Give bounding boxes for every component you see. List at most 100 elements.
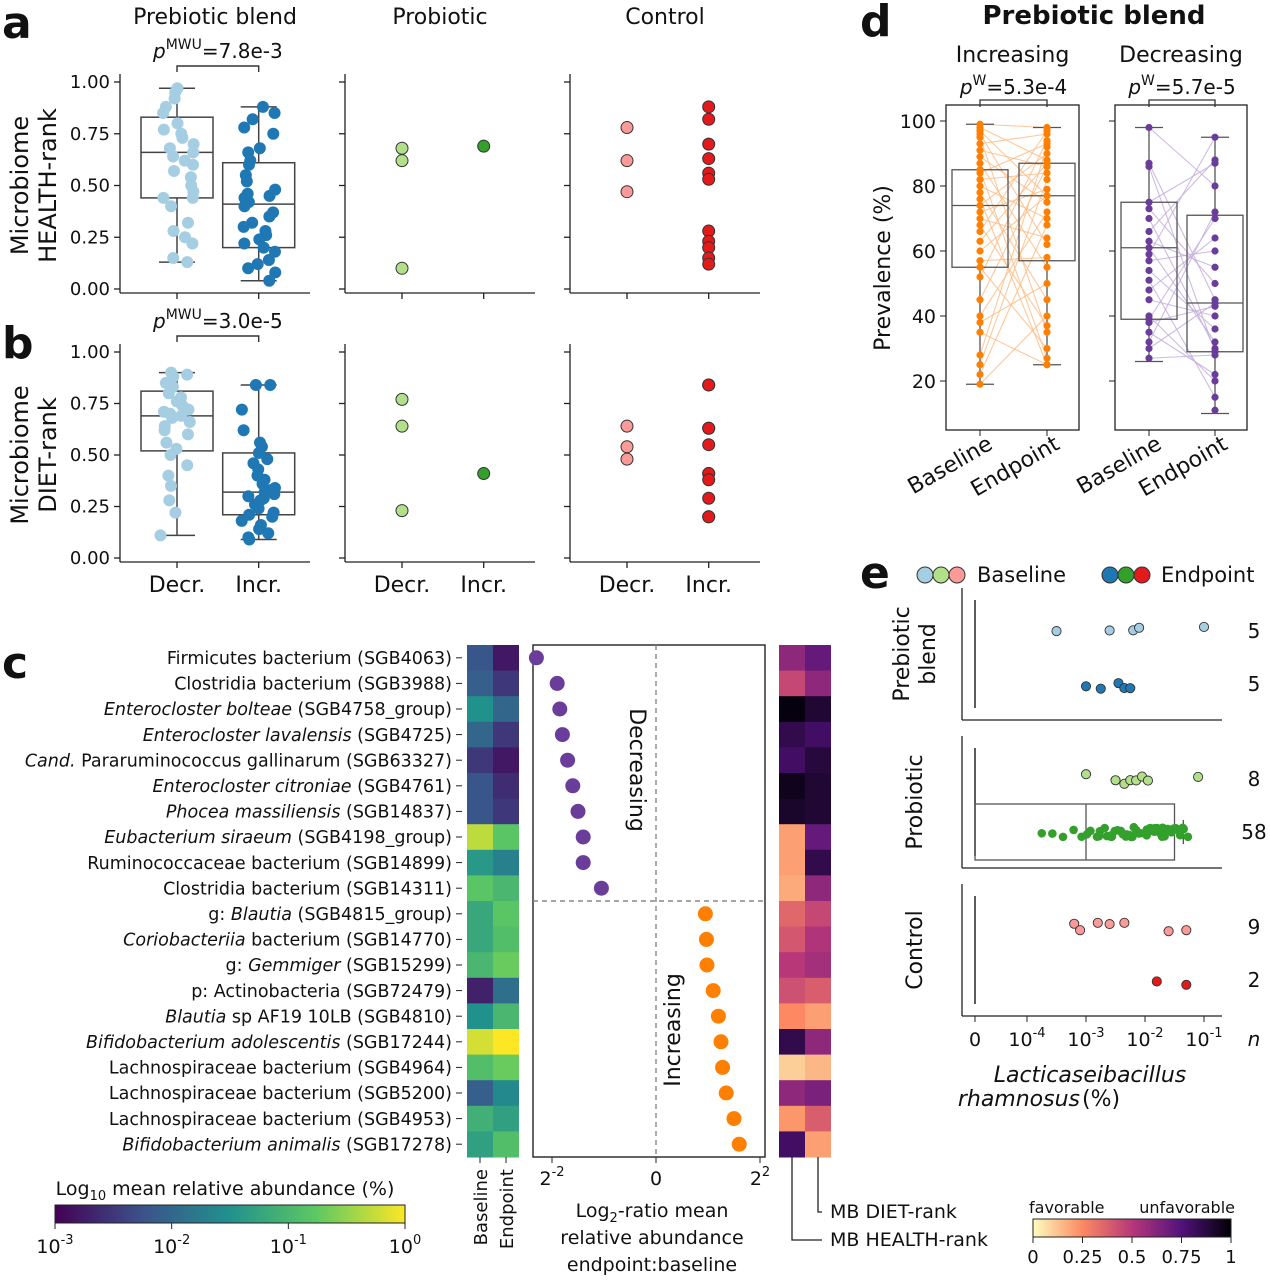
pair-line <box>1148 250 1216 262</box>
ratio-point <box>713 1034 729 1050</box>
y-tick-label: 0.75 <box>70 124 110 145</box>
data-point <box>1043 192 1051 200</box>
data-point <box>976 361 984 369</box>
group-label: blend <box>916 623 941 685</box>
x-tick-label: 10-2 <box>1126 1026 1163 1051</box>
abundance-cell <box>493 1131 519 1158</box>
colorbar-tick-label: 0.25 <box>1062 1247 1102 1268</box>
abundance-cell <box>467 926 493 953</box>
data-point <box>1043 279 1051 288</box>
data-point <box>262 254 275 267</box>
pair-line <box>979 188 1048 213</box>
data-point <box>181 459 194 472</box>
data-point <box>264 378 277 391</box>
data-point <box>1043 214 1051 223</box>
data-point <box>620 419 634 433</box>
rank-cell <box>779 1003 805 1030</box>
x-tick-label: 10-1 <box>1185 1026 1222 1051</box>
colorbar-tick-label: 0.75 <box>1161 1247 1201 1268</box>
rank-colorbar <box>1032 1218 1232 1238</box>
p-value: pW=5.7e-5 <box>1127 73 1235 99</box>
data-point <box>267 127 280 140</box>
data-point <box>268 245 281 258</box>
abundance-cell <box>493 721 519 748</box>
data-point <box>976 296 984 304</box>
abundance-cell <box>493 1054 519 1081</box>
pair-line <box>1148 211 1216 343</box>
pair-line <box>979 266 1048 349</box>
data-point <box>702 421 716 435</box>
data-point <box>167 150 180 163</box>
data-point <box>976 247 984 255</box>
data-point <box>1211 133 1219 141</box>
data-point <box>168 92 181 105</box>
data-point <box>1211 377 1219 385</box>
rank-cell <box>779 696 805 723</box>
data-point <box>1145 286 1153 294</box>
column-label: Endpoint <box>497 1169 518 1249</box>
abundance-cell <box>467 1080 493 1107</box>
data-point <box>252 502 265 515</box>
abundance-cell <box>467 952 493 979</box>
data-point <box>1043 328 1051 336</box>
data-point <box>702 172 716 186</box>
data-point <box>1145 344 1153 353</box>
colorbar-tick-label: 0.5 <box>1118 1247 1147 1268</box>
data-point <box>976 175 984 184</box>
panel-ab: Prebiotic blend Probiotic Control Microbiom… <box>6 5 760 598</box>
ratio-point <box>549 675 565 691</box>
pair-line <box>1148 315 1216 382</box>
group-label: Probiotic <box>903 754 928 849</box>
pair-line <box>1148 237 1216 291</box>
y-tick-label: 0.75 <box>70 394 110 415</box>
pair-line <box>979 331 1048 366</box>
pair-line <box>979 130 1048 232</box>
y-tick-label: 1.00 <box>70 72 110 93</box>
data-point <box>1145 354 1153 362</box>
data-point <box>1145 205 1153 213</box>
data-point <box>238 121 251 134</box>
pair-line <box>1148 166 1216 352</box>
abundance-cell <box>467 1003 493 1030</box>
subplot-frame <box>1114 104 1248 431</box>
y-axis-label: HEALTH-rank <box>34 108 62 263</box>
data-point <box>186 191 199 204</box>
rank-cell <box>779 773 805 800</box>
data-point <box>1043 185 1051 193</box>
data-point <box>1043 296 1051 304</box>
data-point <box>1151 976 1162 987</box>
pair-line <box>979 127 1048 161</box>
data-point <box>1211 393 1219 401</box>
data-point <box>976 257 984 265</box>
data-point <box>235 514 248 527</box>
abundance-cell <box>493 901 519 928</box>
colorbar-tick-label: 1 <box>1225 1247 1236 1268</box>
data-point <box>1145 296 1153 304</box>
data-point <box>1160 831 1169 841</box>
panel-c: Firmicutes bacterium (SGB4063) Clostridia… <box>25 644 1237 1276</box>
data-point <box>1104 919 1115 930</box>
pair-line <box>1148 136 1216 255</box>
significance-bracket <box>176 65 260 72</box>
significance-bracket <box>979 99 1048 107</box>
data-point <box>976 312 984 320</box>
x-tick-label: Decr. <box>599 573 656 598</box>
pair-line <box>1148 354 1216 359</box>
species-label: Coriobacteriia bacterium (SGB14770) <box>123 931 452 951</box>
data-point <box>1110 775 1121 786</box>
rank-cell <box>779 849 805 876</box>
data-point <box>620 154 634 168</box>
data-point <box>620 452 634 466</box>
abundance-cell <box>493 977 519 1004</box>
data-point <box>1134 622 1145 633</box>
x-axis-label-unit: (%) <box>1082 1087 1120 1112</box>
ratio-xlabel-line: endpoint:baseline <box>567 1254 737 1276</box>
species-label: Lachnospiraceae bacterium (SGB5200) <box>109 1084 452 1104</box>
data-point <box>263 210 276 223</box>
data-point <box>1080 681 1092 692</box>
data-point <box>1043 354 1051 362</box>
group-title: Probiotic <box>392 5 487 30</box>
data-point <box>1211 351 1219 359</box>
group-label: Prebiotic <box>890 606 915 701</box>
